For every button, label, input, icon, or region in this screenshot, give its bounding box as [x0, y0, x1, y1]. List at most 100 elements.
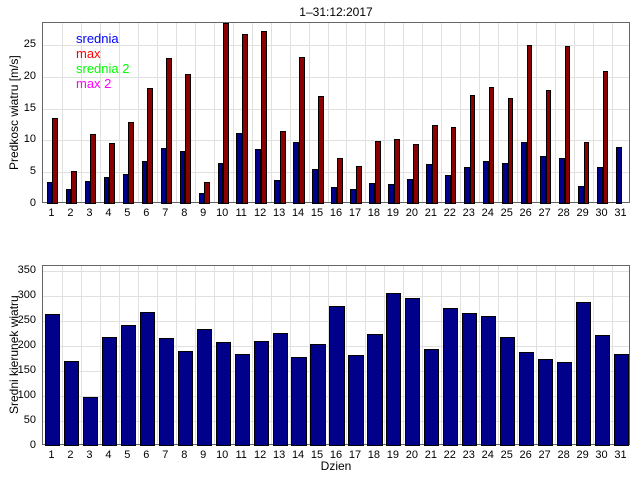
v-gridline	[384, 266, 386, 444]
bar-srednia-day-26	[520, 141, 527, 204]
y-tick-label: 100	[17, 389, 36, 401]
x-tick-label: 31	[614, 207, 627, 219]
v-gridline	[232, 266, 234, 444]
v-gridline	[403, 23, 405, 202]
v-gridline	[213, 266, 215, 444]
v-gridline	[612, 266, 614, 444]
v-gridline	[137, 23, 139, 202]
v-gridline	[61, 23, 63, 202]
v-gridline	[251, 23, 253, 202]
x-tick-label: 28	[557, 449, 570, 461]
v-gridline	[308, 23, 310, 202]
v-gridline	[517, 23, 519, 202]
bar-max-day-19	[393, 139, 400, 204]
v-gridline	[593, 23, 595, 202]
v-gridline	[80, 266, 82, 444]
legend-entry-max-2: max 2	[76, 76, 112, 91]
x-tick-label: 2	[67, 207, 74, 219]
x-tick-label: 17	[348, 449, 362, 461]
x-tick-label: 10	[216, 449, 229, 461]
x-tick-label: 1	[48, 207, 55, 219]
v-gridline	[384, 23, 386, 202]
bar-sredni-kierunek-day-12	[253, 341, 269, 446]
x-tick-label: 14	[291, 449, 305, 461]
x-tick-label: 18	[367, 449, 381, 461]
h-gridline	[43, 172, 629, 174]
bar-sredni-kierunek-day-25	[500, 336, 516, 446]
v-gridline	[194, 266, 196, 444]
x-tick-label: 9	[200, 207, 207, 219]
bar-srednia-day-9	[198, 192, 205, 204]
v-gridline	[289, 266, 291, 444]
bar-srednia-day-30	[596, 167, 603, 204]
v-gridline	[536, 266, 538, 444]
v-gridline	[99, 23, 101, 202]
bar-srednia-day-15	[312, 169, 319, 204]
bar-sredni-kierunek-day-9	[196, 329, 212, 446]
v-gridline	[574, 23, 576, 202]
bar-max-day-21	[431, 124, 438, 204]
y-tick-label: 50	[23, 414, 36, 426]
bar-srednia-day-4	[103, 177, 110, 204]
v-gridline	[289, 23, 291, 202]
bar-srednia-day-1	[46, 182, 53, 204]
bar-max-day-24	[488, 86, 495, 204]
v-gridline	[422, 23, 424, 202]
bar-max-day-10	[223, 23, 229, 204]
v-gridline	[232, 23, 234, 202]
v-gridline	[156, 23, 158, 202]
v-gridline	[574, 266, 576, 444]
legend: srednia max srednia 2 max 2	[76, 31, 129, 91]
v-gridline	[612, 23, 614, 202]
v-gridline	[80, 23, 82, 202]
bar-srednia-day-25	[502, 163, 508, 204]
v-gridline	[194, 23, 196, 202]
v-gridline	[460, 266, 462, 444]
v-gridline	[270, 23, 272, 202]
x-tick-label: 17	[348, 207, 362, 219]
bar-max-day-11	[242, 33, 248, 204]
v-gridline	[555, 23, 557, 202]
bar-max-day-28	[564, 45, 571, 204]
x-tick-label: 24	[481, 207, 494, 219]
x-tick-label: 25	[500, 207, 513, 219]
bar-sredni-kierunek-day-23	[462, 313, 478, 446]
bar-max-day-25	[507, 97, 514, 204]
bar-srednia-day-17	[350, 189, 356, 204]
bar-sredni-kierunek-day-16	[329, 305, 345, 446]
bar-srednia-day-2	[65, 189, 72, 204]
y-tick-label: 150	[17, 364, 36, 376]
h-gridline	[43, 140, 629, 142]
bar-srednia-day-7	[160, 148, 167, 204]
h-gridline	[43, 271, 629, 272]
bar-sredni-kierunek-day-14	[291, 357, 307, 446]
x-tick-label: 27	[538, 449, 551, 461]
x-tick-label: 5	[124, 449, 131, 461]
h-gridline	[43, 296, 629, 297]
x-tick-label: 20	[405, 449, 418, 461]
bar-sredni-kierunek-day-27	[538, 359, 554, 446]
x-tick-label: 1	[48, 449, 55, 461]
x-tick-label: 15	[310, 449, 324, 461]
bar-srednia-day-6	[141, 161, 148, 204]
y-tick-label: 10	[23, 133, 36, 146]
x-tick-label: 23	[462, 449, 475, 461]
x-tick-label: 29	[576, 449, 589, 461]
bar-max-day-23	[469, 94, 476, 204]
bar-sredni-kierunek-day-29	[575, 302, 592, 446]
bar-sredni-kierunek-day-6	[139, 312, 155, 446]
v-gridline	[61, 266, 63, 444]
x-tick-label: 25	[500, 449, 513, 461]
x-tick-label: 13	[272, 449, 286, 461]
v-gridline	[175, 23, 177, 202]
x-tick-label: 6	[143, 207, 150, 219]
x-tick-label: 16	[329, 207, 343, 219]
x-tick-label: 8	[181, 449, 188, 461]
bar-srednia-day-27	[539, 155, 546, 204]
bar-srednia-day-10	[217, 163, 224, 204]
bar-srednia-day-21	[426, 163, 432, 204]
x-tick-label: 11	[235, 449, 247, 461]
v-gridline	[118, 23, 120, 202]
x-tick-label: 30	[595, 449, 608, 461]
bar-srednia-day-31	[615, 147, 622, 204]
